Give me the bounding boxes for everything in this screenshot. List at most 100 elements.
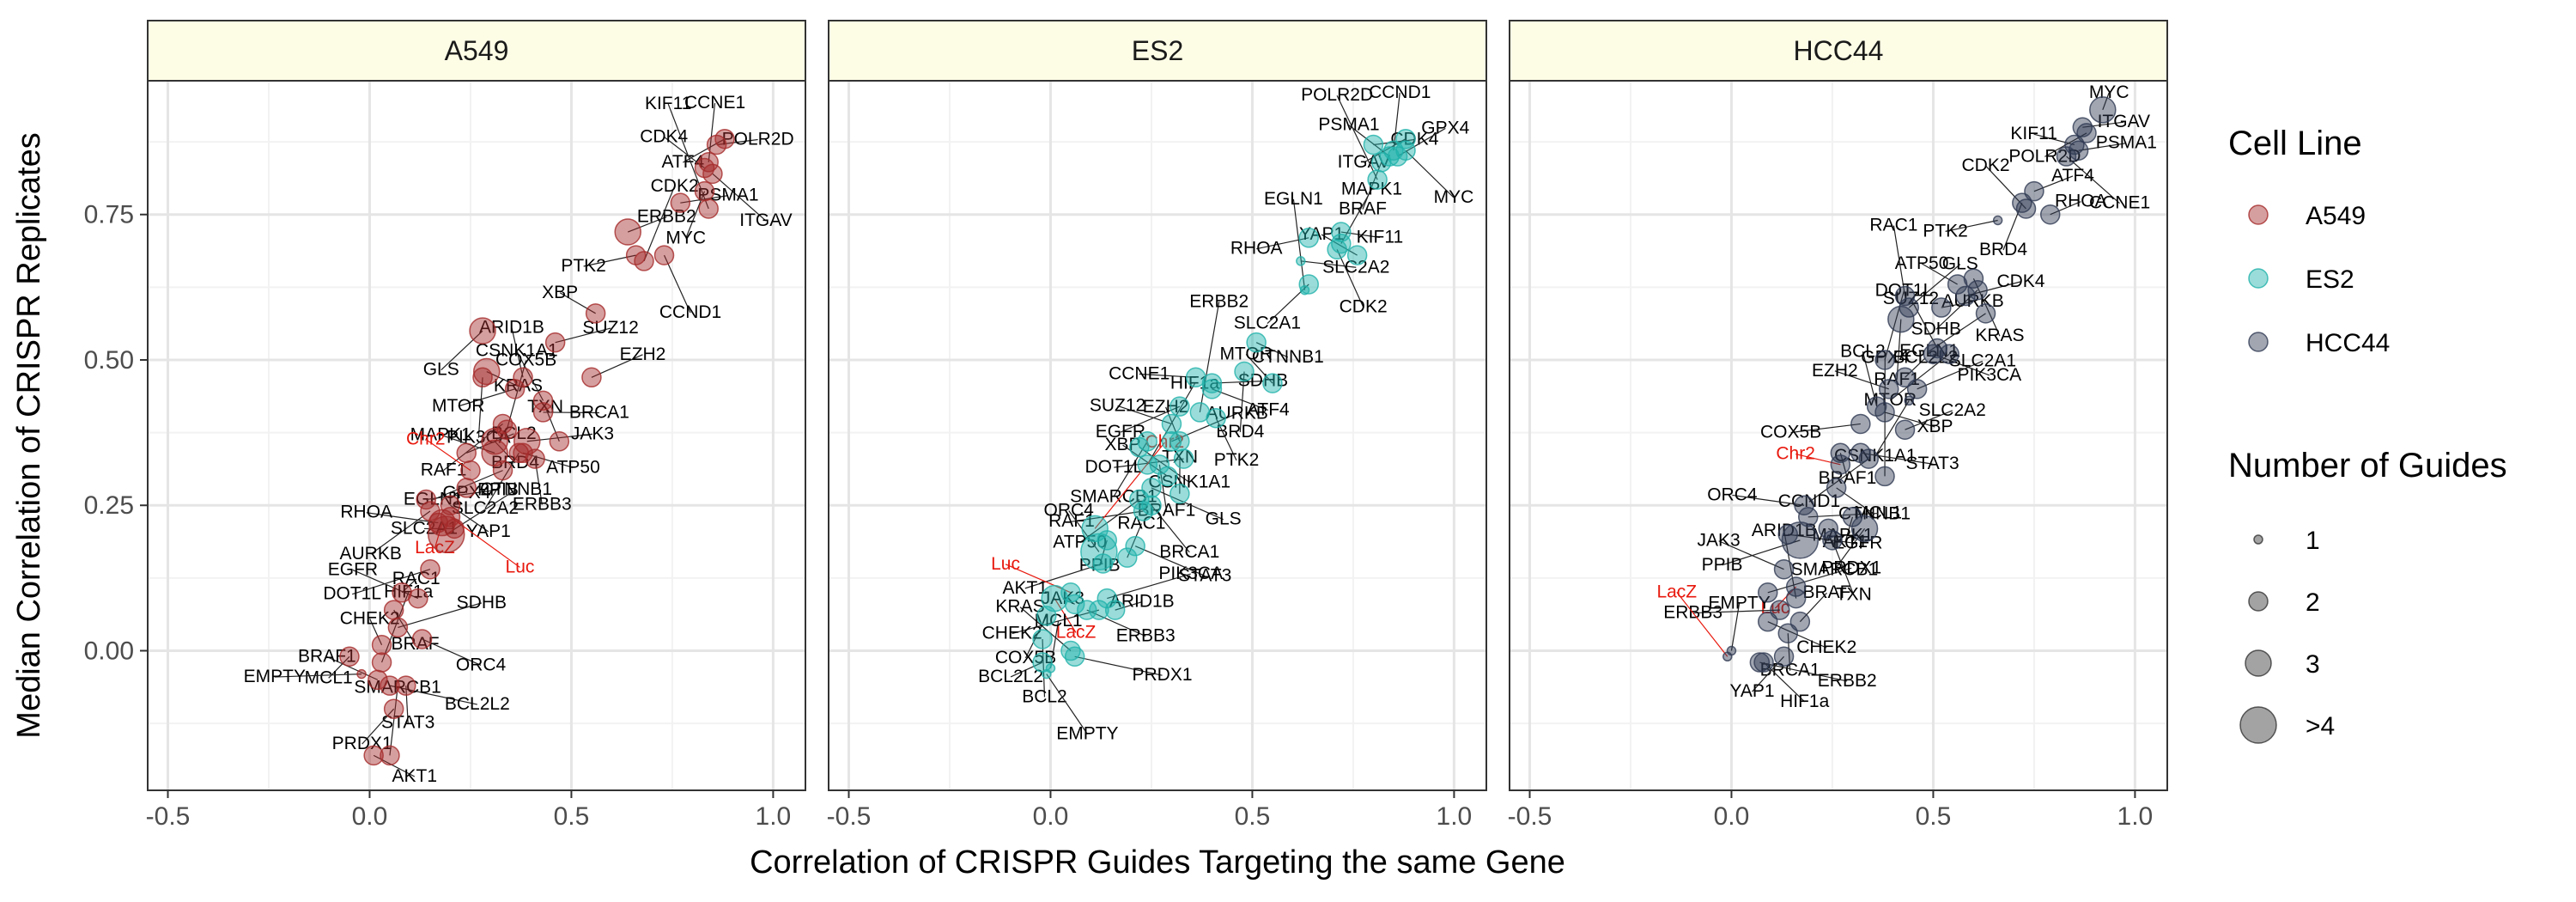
x-tick-label: 0.0: [352, 802, 388, 831]
x-tick-label: 0.0: [1033, 802, 1069, 831]
leader-line: [389, 687, 398, 756]
data-point: [1777, 524, 1799, 545]
data-point: [1818, 518, 1839, 539]
data-point: [549, 431, 570, 452]
point-label: BRAF1: [1819, 468, 1877, 488]
data-point: [1858, 448, 1879, 469]
facet-strip: [147, 20, 806, 82]
leader-line: [1074, 655, 1163, 676]
data-point: [1299, 284, 1310, 296]
data-point: [1975, 303, 1996, 324]
data-point: [544, 332, 566, 353]
data-point: [1298, 274, 1319, 295]
point-label: BCL2L2: [1893, 348, 1958, 368]
data-point: [1081, 515, 1109, 543]
point-label: ERBB3: [513, 495, 572, 515]
panel-border: [828, 80, 1487, 791]
leader-line: [1340, 189, 1372, 244]
point-label: MCL1: [1854, 503, 1902, 523]
point-label: YAP1: [1729, 681, 1774, 701]
point-label: ERBB3: [1116, 626, 1176, 646]
leader-line: [1405, 149, 1455, 198]
facet-strip: [1509, 20, 2168, 82]
leader-line: [2033, 133, 2075, 146]
data-point: [532, 390, 554, 411]
data-point: [1173, 448, 1194, 469]
leader-line: [381, 592, 410, 663]
point-label: BRAF: [392, 634, 440, 654]
data-point: [1064, 646, 1085, 667]
data-point: [525, 448, 545, 469]
data-point: [1753, 652, 1774, 673]
point-label: MTOR: [432, 396, 484, 416]
leader-line: [369, 619, 383, 645]
point-label: DOT1L: [1875, 280, 1934, 300]
point-label: CCNE1: [684, 93, 745, 113]
point-label: COX5B: [495, 350, 556, 370]
data-point: [1064, 594, 1085, 615]
leader-line: [522, 452, 574, 468]
point-label: AKT1: [1003, 578, 1048, 598]
point-label: STAT3: [1905, 454, 1959, 473]
point-label: JAK3: [571, 424, 614, 443]
chart-legend: Cell Line Number of Guides A549 ES2 HCC44 1…: [2228, 125, 2507, 744]
data-point: [1161, 413, 1182, 435]
leader-line: [446, 489, 517, 535]
data-point: [1758, 611, 1778, 632]
point-label: PIK3CA: [1957, 365, 2021, 385]
data-point: [456, 442, 477, 464]
data-point: [1874, 350, 1895, 370]
point-label: MTOR: [1219, 344, 1272, 363]
leader-line: [1139, 447, 1190, 484]
data-point: [1758, 582, 1778, 603]
y-tick-label: 0.00: [84, 637, 134, 666]
legend-size-label: 1: [2306, 527, 2320, 555]
leader-line: [1905, 357, 1926, 378]
data-point: [380, 745, 400, 766]
data-point: [1874, 402, 1895, 423]
point-label: MAPK1: [410, 424, 471, 444]
data-point: [1947, 274, 1968, 295]
leader-line: [1199, 302, 1220, 413]
point-label: Luc: [506, 557, 535, 576]
data-point: [1770, 600, 1790, 620]
data-point: [1931, 297, 1952, 318]
legend-size-title: Number of Guides: [2228, 447, 2507, 485]
data-point: [1830, 454, 1851, 475]
leader-line: [1171, 412, 1237, 442]
leader-line: [1783, 531, 1797, 599]
data-point: [698, 198, 719, 219]
point-label: PRDX1: [1133, 665, 1193, 685]
leader-line: [1808, 458, 1869, 503]
data-point: [420, 558, 440, 580]
leader-line: [1921, 263, 1958, 285]
data-point: [356, 668, 367, 680]
panel-background: [829, 81, 1486, 790]
data-point: [1878, 379, 1899, 399]
data-point: [2089, 96, 2117, 124]
point-label: EGLN1: [1264, 189, 1323, 209]
data-point: [1894, 285, 1916, 307]
data-point: [492, 460, 513, 481]
leader-line: [1833, 527, 1866, 570]
legend-color-title: Cell Line: [2228, 125, 2362, 162]
data-point: [2056, 146, 2077, 167]
data-point: [1789, 611, 1811, 632]
leader-line: [477, 377, 483, 438]
point-label: AKT1: [392, 766, 438, 786]
data-point: [408, 588, 428, 609]
leader-line: [1165, 406, 1181, 442]
data-point: [1939, 344, 1959, 364]
data-point: [1262, 373, 1283, 393]
data-point: [1850, 413, 1871, 435]
point-label: RAC1: [1117, 513, 1165, 533]
y-tick-label: 0.25: [84, 491, 134, 520]
data-point: [694, 180, 715, 202]
facet-strip-label: ES2: [1132, 35, 1183, 66]
data-point: [1894, 367, 1916, 388]
data-point: [1104, 600, 1126, 620]
point-label: LacZ: [1656, 582, 1697, 601]
point-label: ERBB2: [1818, 671, 1877, 691]
point-label: Chr2: [406, 429, 446, 448]
